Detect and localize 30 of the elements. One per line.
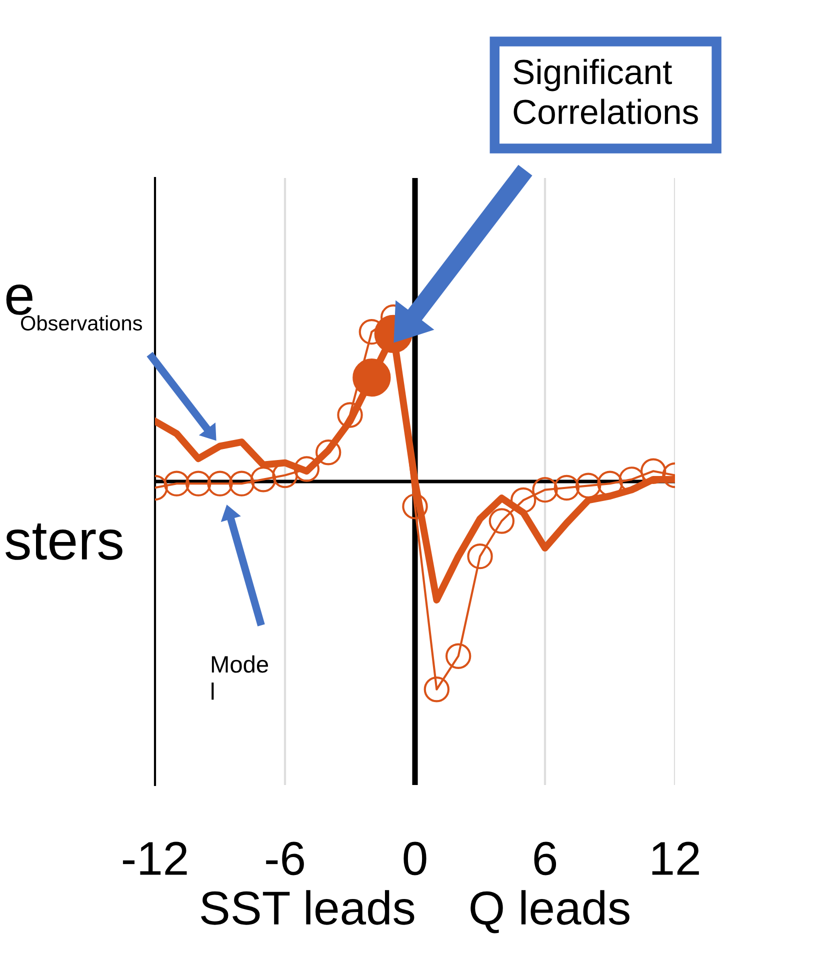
point xyxy=(250,466,276,492)
point xyxy=(467,543,493,570)
text: Observations xyxy=(20,315,142,331)
x-tick-label: 6 xyxy=(534,842,556,876)
point xyxy=(228,470,255,496)
point xyxy=(640,458,666,484)
text: sters xyxy=(6,523,122,560)
x-tick-label: 0 xyxy=(404,842,426,876)
point xyxy=(424,676,450,702)
point xyxy=(337,402,363,428)
x-tick-label: -6 xyxy=(266,842,304,876)
x-tick-label: 12 xyxy=(652,842,699,875)
text: Significant Correlations xyxy=(514,58,698,124)
point xyxy=(315,440,342,466)
x-tick-label: -12 xyxy=(122,842,187,875)
point xyxy=(185,470,212,496)
point xyxy=(352,358,391,397)
point xyxy=(554,474,580,501)
annotation: Mode l xyxy=(212,655,268,700)
point xyxy=(164,470,190,496)
point xyxy=(445,643,472,669)
point xyxy=(488,508,515,534)
point xyxy=(402,494,428,520)
point xyxy=(532,476,558,503)
x-axis-title: SST leads Q leads xyxy=(201,890,630,934)
point xyxy=(294,456,320,482)
point xyxy=(207,470,233,496)
text: e xyxy=(6,284,32,315)
point xyxy=(575,472,602,499)
point xyxy=(510,487,536,514)
